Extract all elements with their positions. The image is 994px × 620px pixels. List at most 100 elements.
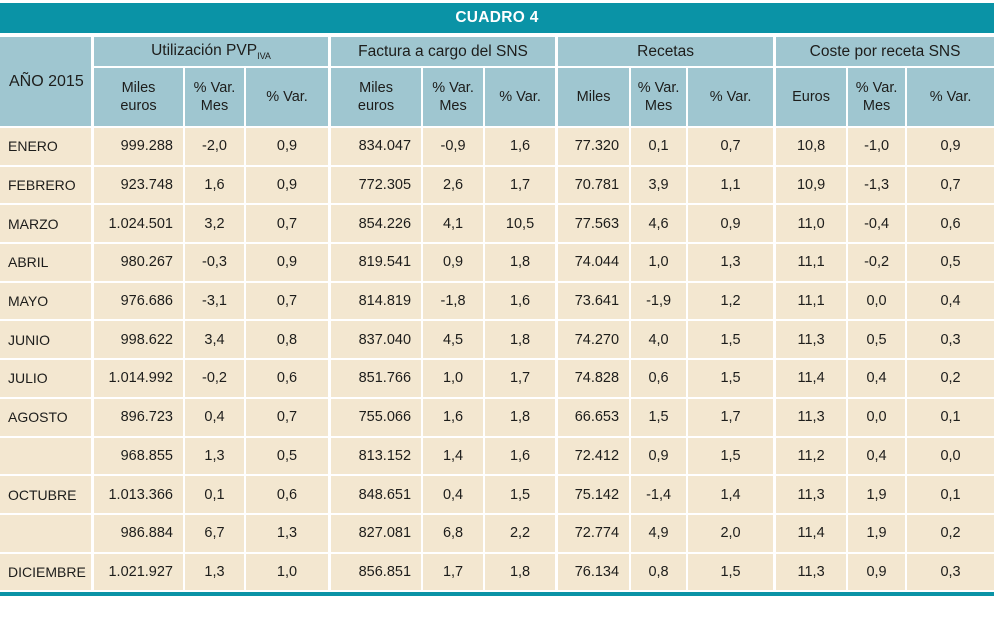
value-cell: 1,3 (246, 514, 332, 554)
value-cell: 1,5 (631, 398, 689, 438)
value-cell: 66.653 (558, 398, 632, 438)
value-cell: 0,4 (423, 476, 486, 515)
value-cell: 0,4 (848, 360, 908, 399)
year-header-cell: AÑO 2015 (0, 37, 94, 128)
table-row: 968.855 1,3 0,5 813.152 1,4 1,6 72.412 0,9 1,5 11… (0, 437, 994, 477)
value-cell: 0,5 (907, 244, 994, 283)
value-cell: 0,4 (907, 282, 994, 322)
value-cell: 851.766 (331, 360, 424, 399)
value-cell: 1,5 (688, 437, 777, 477)
value-cell: 11,0 (776, 205, 849, 245)
value-cell: -0,9 (423, 128, 486, 167)
value-cell: 4,1 (423, 205, 486, 245)
value-cell: 819.541 (331, 244, 424, 283)
value-cell: 0,9 (631, 437, 689, 477)
value-cell: 0,6 (907, 205, 994, 245)
col-header-var-mes-3: % Var. Mes (631, 68, 689, 128)
col-header-miles-euros-1: Miles euros (94, 68, 185, 128)
value-cell: -1,0 (848, 128, 908, 167)
value-cell: -1,3 (848, 166, 908, 206)
month-cell: MAYO (0, 282, 94, 322)
value-cell: 6,8 (423, 514, 486, 554)
value-cell: 0,4 (185, 398, 246, 438)
value-cell: 1,3 (688, 244, 777, 283)
col-header-var-3: % Var. (688, 68, 777, 128)
value-cell: 0,9 (246, 166, 332, 206)
value-cell: 0,9 (246, 244, 332, 283)
col-header-var-mes-1: % Var. Mes (185, 68, 246, 128)
value-cell: 1,7 (423, 553, 486, 593)
value-cell: 1,6 (485, 437, 559, 477)
value-cell: -2,0 (185, 128, 246, 167)
value-cell: -1,4 (631, 476, 689, 515)
value-cell: 0,1 (907, 398, 994, 438)
value-cell: 0,7 (246, 282, 332, 322)
value-cell: -1,8 (423, 282, 486, 322)
value-cell: 1,8 (485, 553, 559, 593)
value-cell: 1,5 (688, 321, 777, 361)
table-title: CUADRO 4 (0, 3, 994, 33)
value-cell: 0,0 (848, 282, 908, 322)
value-cell: 0,7 (246, 205, 332, 245)
value-cell: 1,6 (423, 398, 486, 438)
value-cell: 4,0 (631, 321, 689, 361)
month-cell (0, 514, 94, 554)
value-cell: 814.819 (331, 282, 424, 322)
value-cell: 11,4 (776, 514, 849, 554)
value-cell: 0,5 (246, 437, 332, 477)
month-cell: ABRIL (0, 244, 94, 283)
value-cell: 11,3 (776, 553, 849, 593)
value-cell: -1,9 (631, 282, 689, 322)
col-header-var-mes-2: % Var. Mes (423, 68, 486, 128)
value-cell: 0,2 (907, 514, 994, 554)
value-cell: 0,3 (907, 321, 994, 361)
value-cell: 1,8 (485, 398, 559, 438)
value-cell: 0,4 (848, 437, 908, 477)
value-cell: 998.622 (94, 321, 185, 361)
value-cell: 1,5 (688, 553, 777, 593)
value-cell: 0,0 (848, 398, 908, 438)
value-cell: 0,1 (185, 476, 246, 515)
group-header-recetas: Recetas (558, 37, 777, 68)
value-cell: 1,4 (423, 437, 486, 477)
value-cell: 1.024.501 (94, 205, 185, 245)
value-cell: 1,3 (185, 553, 246, 593)
group-header-row: AÑO 2015 Utilización PVPIVA Factura a ca… (0, 37, 994, 128)
value-cell: 923.748 (94, 166, 185, 206)
table-row: OCTUBRE 1.013.366 0,1 0,6 848.651 0,4 1,5 75.14… (0, 476, 994, 515)
month-cell: AGOSTO (0, 398, 94, 438)
value-cell: 1,9 (848, 514, 908, 554)
value-cell: 11,3 (776, 321, 849, 361)
value-cell: 11,1 (776, 244, 849, 283)
value-cell: 1,6 (485, 282, 559, 322)
value-cell: 10,9 (776, 166, 849, 206)
value-cell: 0,1 (631, 128, 689, 167)
value-cell: 72.412 (558, 437, 632, 477)
value-cell: 11,3 (776, 476, 849, 515)
value-cell: 1,5 (688, 360, 777, 399)
group-label-subscript: IVA (257, 51, 271, 61)
value-cell: 0,8 (631, 553, 689, 593)
month-cell: MARZO (0, 205, 94, 245)
table-row: JULIO 1.014.992 -0,2 0,6 851.766 1,0 1,7 74.828… (0, 360, 994, 399)
table-body: ENERO 999.288 -2,0 0,9 834.047 -0,9 1,6 77.320 0… (0, 128, 994, 593)
value-cell: 0,7 (246, 398, 332, 438)
value-cell: 0,9 (688, 205, 777, 245)
value-cell: 896.723 (94, 398, 185, 438)
table-row: FEBRERO 923.748 1,6 0,9 772.305 2,6 1,7 70.781 3… (0, 166, 994, 206)
value-cell: 1,0 (246, 553, 332, 593)
value-cell: 4,9 (631, 514, 689, 554)
value-cell: 11,1 (776, 282, 849, 322)
col-header-euros-4: Euros (776, 68, 849, 128)
value-cell: 1,3 (185, 437, 246, 477)
value-cell: -3,1 (185, 282, 246, 322)
value-cell: -0,2 (185, 360, 246, 399)
value-cell: 980.267 (94, 244, 185, 283)
value-cell: 4,6 (631, 205, 689, 245)
value-cell: 848.651 (331, 476, 424, 515)
value-cell: 968.855 (94, 437, 185, 477)
value-cell: 1,7 (485, 166, 559, 206)
col-header-var-mes-4: % Var. Mes (848, 68, 908, 128)
value-cell: 772.305 (331, 166, 424, 206)
value-cell: 813.152 (331, 437, 424, 477)
